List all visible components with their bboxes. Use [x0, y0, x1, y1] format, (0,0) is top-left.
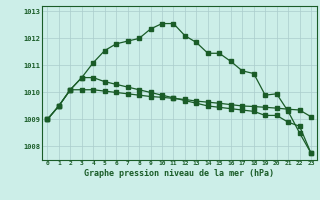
- X-axis label: Graphe pression niveau de la mer (hPa): Graphe pression niveau de la mer (hPa): [84, 169, 274, 178]
